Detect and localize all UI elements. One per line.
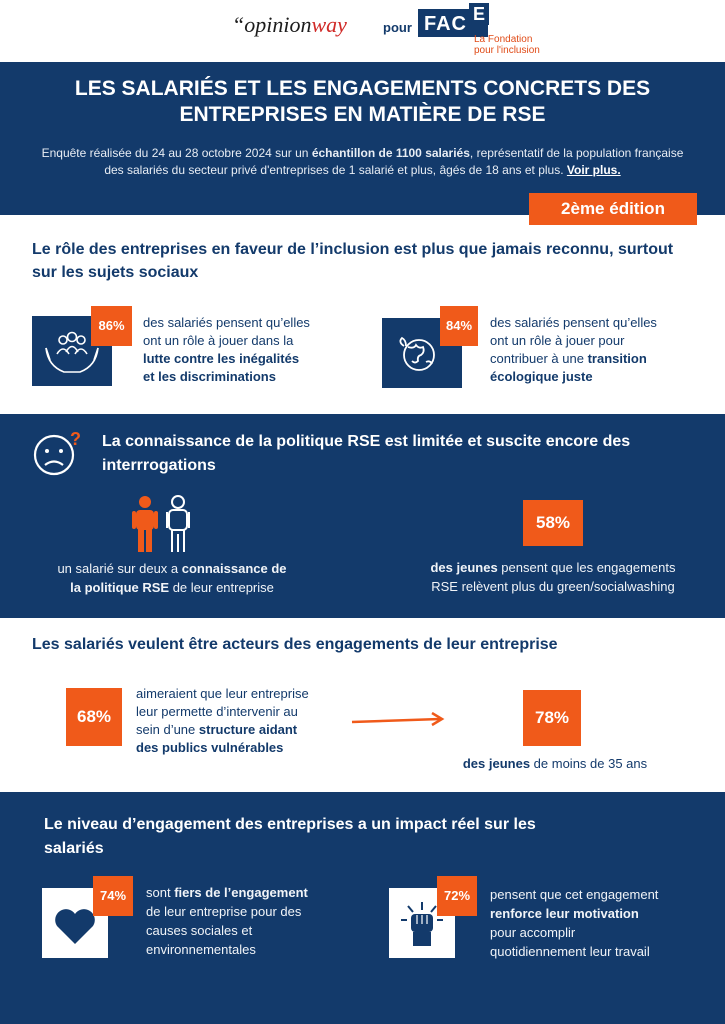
stat-58-text: des jeunes pensent que les engagements R… — [398, 558, 708, 596]
section2-title-line1: La connaissance de la politique RSE est … — [102, 433, 631, 450]
rse-knowledge-text: un salarié sur deux a connaissance de la… — [22, 559, 322, 597]
section4-title-line1: Le niveau d’engagement des entreprises a… — [44, 816, 536, 833]
arrow-right-icon — [350, 711, 445, 728]
stat-74-line2: de leur entreprise pour des — [146, 904, 302, 919]
rse-knowledge-line1: un salarié sur deux a — [57, 561, 182, 576]
stat-58-line1: pensent que les engagements — [497, 560, 676, 575]
page-title-line2: ENTREPRISES EN MATIÈRE DE RSE — [179, 103, 546, 126]
intro-text-2: , représentatif de la population françai… — [104, 146, 684, 177]
stat-86-bold1: lutte contre les inégalités — [143, 351, 300, 366]
rse-knowledge-bold1: connaissance de — [181, 561, 287, 576]
logo-opinion-text: opinion — [244, 12, 312, 37]
stat-68-line2: leur permette d’intervenir au — [136, 704, 298, 719]
section2-background — [0, 414, 725, 618]
stat-72-text: pensent que cet engagement renforce leur… — [490, 885, 710, 961]
stat-78-text: des jeunes de moins de 35 ans — [430, 755, 680, 773]
section4-title-line2: salariés — [44, 840, 104, 857]
stat-58-line2: RSE relèvent plus du green/socialwashing — [431, 579, 675, 594]
stat-74-line3: causes sociales et — [146, 923, 253, 938]
face-logo-text: FAC — [424, 13, 467, 35]
stat-68-text: aimeraient que leur entreprise leur perm… — [136, 685, 356, 757]
face-sub-line2: pour l'inclusion — [474, 45, 540, 56]
sad-face-question-icon: ? — [30, 428, 86, 478]
section1-title: Le rôle des entreprises en faveur de l’i… — [32, 241, 674, 281]
stat-68-bold1: structure aidant — [198, 722, 298, 737]
page-title: LES SALARIÉS ET LES ENGAGEMENTS CONCRETS… — [30, 76, 695, 128]
edition-badge: 2ème édition — [529, 193, 697, 225]
logo-way-text: way — [311, 12, 347, 37]
survey-intro: Enquête réalisée du 24 au 28 octobre 202… — [40, 145, 685, 179]
stat-84-badge: 84% — [440, 306, 478, 346]
svg-text:?: ? — [70, 429, 81, 449]
stat-68-badge: 68% — [66, 688, 122, 746]
stat-86-bold2: et les discriminations — [143, 369, 276, 384]
face-sub-line1: La Fondation — [474, 34, 533, 45]
stat-78-bold1: des jeunes — [462, 756, 531, 771]
stat-78-line1: de moins de 35 ans — [530, 756, 648, 771]
stat-74-line4: environnementales — [146, 942, 256, 957]
title-banner — [0, 62, 725, 215]
stat-74-bold1: fiers de l’engagement — [174, 885, 308, 900]
stat-84-line1: des salariés pensent qu’elles — [490, 315, 657, 330]
rse-knowledge-line2: de leur entreprise — [169, 580, 274, 595]
stat-86-line2: ont un rôle à jouer dans la — [143, 333, 294, 348]
stat-86-text: des salariés pensent qu’elles ont un rôl… — [143, 314, 373, 386]
logo-quote: “ — [232, 12, 245, 37]
section3-title: Les salariés veulent être acteurs des en… — [32, 636, 558, 653]
stat-58-bold1: des jeunes — [430, 560, 498, 575]
section2-title: La connaissance de la politique RSE est … — [102, 430, 702, 478]
section2-title-line2: interrrogations — [102, 457, 216, 474]
stat-68-line3: sein d’une — [136, 722, 199, 737]
see-more-link[interactable]: Voir plus. — [566, 163, 621, 177]
two-people-icon — [128, 494, 198, 554]
stat-72-line2: pour accomplir — [490, 925, 576, 940]
logo-pour-text: pour — [383, 20, 412, 35]
page-title-line1: LES SALARIÉS ET LES ENGAGEMENTS CONCRETS… — [74, 77, 651, 100]
intro-sample-bold: échantillon de 1100 salariés — [311, 146, 470, 160]
face-logo-e: E — [469, 3, 489, 25]
face-logo-subtitle: La Fondation pour l'inclusion — [474, 34, 540, 56]
section4-title: Le niveau d’engagement des entreprises a… — [44, 813, 664, 861]
stat-68-bold2: des publics vulnérables — [136, 740, 284, 755]
intro-text-1: Enquête réalisée du 24 au 28 octobre 202… — [41, 146, 312, 160]
stat-84-bold1: transition — [587, 351, 647, 366]
stat-74-badge: 74% — [93, 876, 133, 916]
stat-72-line1: pensent que cet engagement — [490, 887, 659, 902]
stat-68-line1: aimeraient que leur entreprise — [136, 686, 309, 701]
stat-72-line3: quotidiennement leur travail — [490, 944, 650, 959]
stat-72-badge: 72% — [437, 876, 477, 916]
rse-knowledge-bold2: la politique RSE — [70, 580, 170, 595]
stat-84-bold2: écologique juste — [490, 369, 593, 384]
stat-84-text: des salariés pensent qu’elles ont un rôl… — [490, 314, 710, 386]
stat-86-badge: 86% — [91, 306, 132, 346]
stat-72-bold1: renforce leur motivation — [490, 906, 639, 921]
opinionway-logo: “opinionway — [232, 12, 347, 38]
stat-86-line1: des salariés pensent qu’elles — [143, 315, 310, 330]
stat-78-badge: 78% — [523, 690, 581, 746]
stat-74-line1: sont — [146, 885, 175, 900]
stat-84-line2: ont un rôle à jouer pour — [490, 333, 625, 348]
stat-74-text: sont fiers de l’engagement de leur entre… — [146, 883, 376, 959]
stat-58-badge: 58% — [523, 500, 583, 546]
stat-84-line3: contribuer à une — [490, 351, 588, 366]
